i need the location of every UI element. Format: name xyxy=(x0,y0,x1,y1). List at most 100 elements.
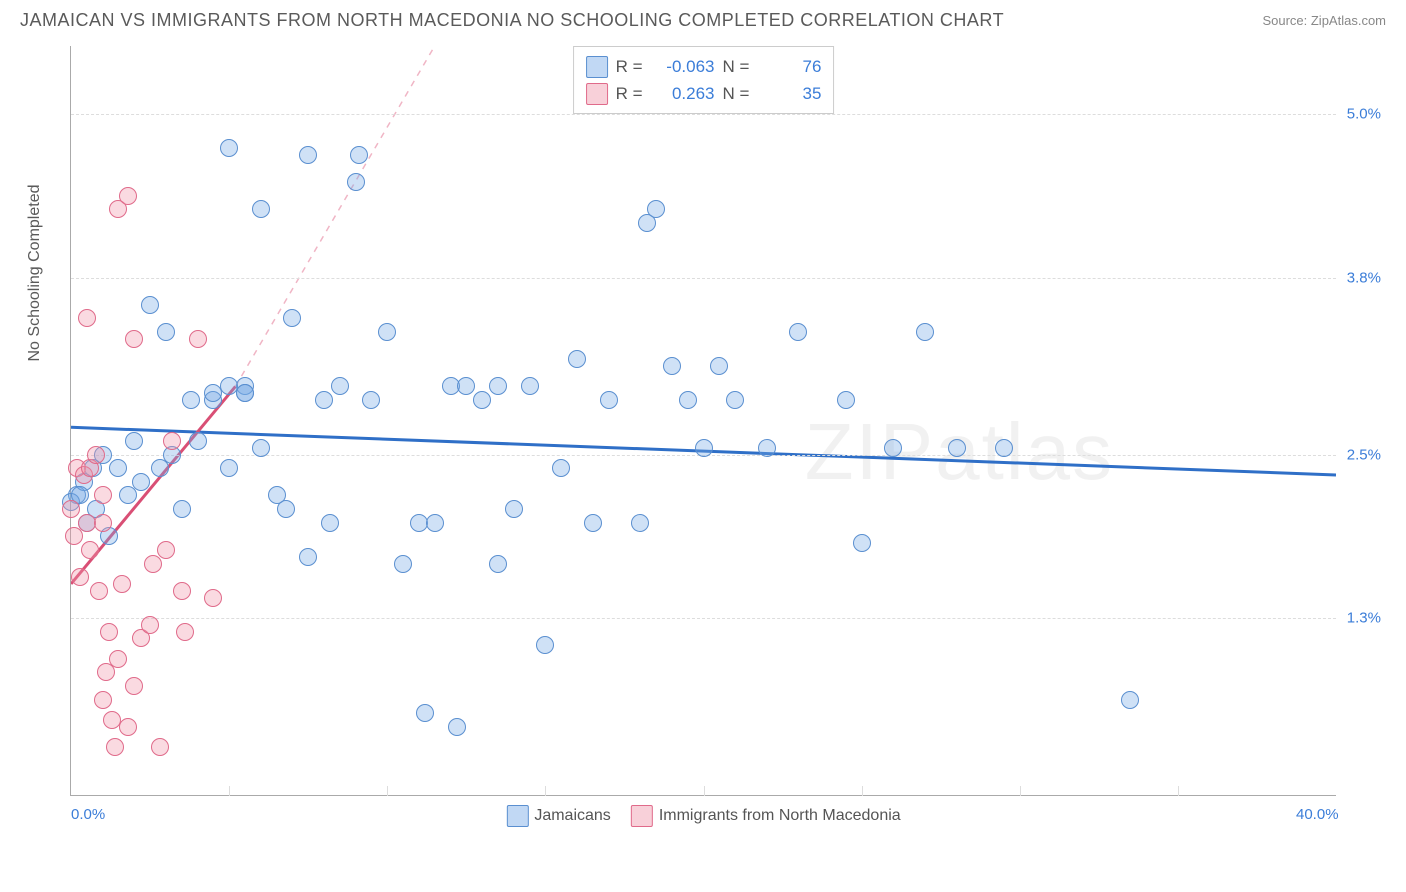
point-jamaicans xyxy=(220,139,238,157)
point-macedonia xyxy=(204,589,222,607)
point-jamaicans xyxy=(884,439,902,457)
legend-series: Jamaicans Immigrants from North Macedoni… xyxy=(506,805,900,827)
point-jamaicans xyxy=(299,548,317,566)
point-macedonia xyxy=(163,432,181,450)
point-jamaicans xyxy=(448,718,466,736)
point-macedonia xyxy=(189,330,207,348)
y-axis-label: No Schooling Completed xyxy=(26,185,44,362)
point-jamaicans xyxy=(157,323,175,341)
point-jamaicans xyxy=(347,173,365,191)
point-macedonia xyxy=(71,568,89,586)
ytick-label: 3.8% xyxy=(1347,269,1381,286)
xtick xyxy=(387,786,388,796)
legend-item-macedonia: Immigrants from North Macedonia xyxy=(631,805,901,827)
point-jamaicans xyxy=(789,323,807,341)
legend-label-jamaicans: Jamaicans xyxy=(534,807,610,825)
point-jamaicans xyxy=(726,391,744,409)
xtick-label: 40.0% xyxy=(1296,806,1339,823)
point-jamaicans xyxy=(457,377,475,395)
swatch-pink-icon xyxy=(631,805,653,827)
point-jamaicans xyxy=(600,391,618,409)
point-macedonia xyxy=(94,691,112,709)
point-jamaicans xyxy=(109,459,127,477)
swatch-blue-icon xyxy=(506,805,528,827)
point-jamaicans xyxy=(521,377,539,395)
point-macedonia xyxy=(100,623,118,641)
r-value-blue: -0.063 xyxy=(655,53,715,80)
point-jamaicans xyxy=(758,439,776,457)
chart-container: No Schooling Completed ZIPatlas R = -0.0… xyxy=(20,36,1386,846)
point-jamaicans xyxy=(252,200,270,218)
legend-item-jamaicans: Jamaicans xyxy=(506,805,610,827)
ytick-label: 5.0% xyxy=(1347,106,1381,123)
point-jamaicans xyxy=(568,350,586,368)
plot-area: ZIPatlas R = -0.063 N = 76 R = 0.263 N =… xyxy=(70,46,1336,796)
point-macedonia xyxy=(173,582,191,600)
point-jamaicans xyxy=(584,514,602,532)
point-jamaicans xyxy=(853,534,871,552)
point-jamaicans xyxy=(663,357,681,375)
r-value-pink: 0.263 xyxy=(655,80,715,107)
point-macedonia xyxy=(90,582,108,600)
point-macedonia xyxy=(109,650,127,668)
point-macedonia xyxy=(113,575,131,593)
point-jamaicans xyxy=(182,391,200,409)
point-jamaicans xyxy=(416,704,434,722)
point-macedonia xyxy=(87,446,105,464)
point-macedonia xyxy=(119,187,137,205)
point-jamaicans xyxy=(426,514,444,532)
point-jamaicans xyxy=(141,296,159,314)
point-macedonia xyxy=(176,623,194,641)
gridline-h xyxy=(71,618,1336,619)
swatch-pink-icon xyxy=(586,83,608,105)
point-jamaicans xyxy=(505,500,523,518)
n-label: N = xyxy=(723,80,750,107)
point-jamaicans xyxy=(631,514,649,532)
point-jamaicans xyxy=(315,391,333,409)
r-label: R = xyxy=(616,80,643,107)
n-value-blue: 76 xyxy=(761,53,821,80)
point-macedonia xyxy=(81,541,99,559)
point-jamaicans xyxy=(394,555,412,573)
point-jamaicans xyxy=(283,309,301,327)
point-jamaicans xyxy=(536,636,554,654)
point-macedonia xyxy=(119,718,137,736)
point-jamaicans xyxy=(473,391,491,409)
point-jamaicans xyxy=(710,357,728,375)
point-macedonia xyxy=(125,330,143,348)
point-jamaicans xyxy=(277,500,295,518)
point-jamaicans xyxy=(189,432,207,450)
point-macedonia xyxy=(157,541,175,559)
point-macedonia xyxy=(141,616,159,634)
point-macedonia xyxy=(78,309,96,327)
point-jamaicans xyxy=(552,459,570,477)
point-jamaicans xyxy=(252,439,270,457)
xtick xyxy=(1178,786,1179,796)
xtick xyxy=(862,786,863,796)
point-jamaicans xyxy=(321,514,339,532)
point-jamaicans xyxy=(948,439,966,457)
point-jamaicans xyxy=(299,146,317,164)
legend-stats: R = -0.063 N = 76 R = 0.263 N = 35 xyxy=(573,46,835,114)
r-label: R = xyxy=(616,53,643,80)
point-macedonia xyxy=(94,486,112,504)
xtick xyxy=(1020,786,1021,796)
point-jamaicans xyxy=(995,439,1013,457)
point-jamaicans xyxy=(489,377,507,395)
point-jamaicans xyxy=(489,555,507,573)
legend-row-pink: R = 0.263 N = 35 xyxy=(586,80,822,107)
xtick-label: 0.0% xyxy=(71,806,105,823)
point-jamaicans xyxy=(125,432,143,450)
point-jamaicans xyxy=(378,323,396,341)
point-jamaicans xyxy=(837,391,855,409)
point-jamaicans xyxy=(220,459,238,477)
point-jamaicans xyxy=(132,473,150,491)
point-jamaicans xyxy=(1121,691,1139,709)
n-value-pink: 35 xyxy=(761,80,821,107)
point-macedonia xyxy=(125,677,143,695)
ytick-label: 1.3% xyxy=(1347,609,1381,626)
point-macedonia xyxy=(106,738,124,756)
point-macedonia xyxy=(62,500,80,518)
n-label: N = xyxy=(723,53,750,80)
point-jamaicans xyxy=(916,323,934,341)
